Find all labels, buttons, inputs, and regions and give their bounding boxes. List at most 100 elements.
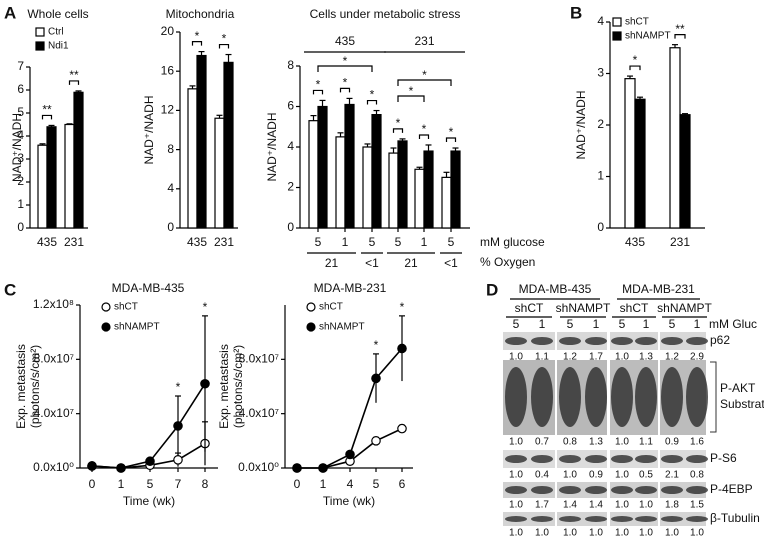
- point: [345, 449, 355, 460]
- quantification: 1.0: [615, 500, 629, 511]
- bar: [317, 105, 328, 229]
- band: [505, 455, 527, 463]
- group-label: 435: [335, 34, 355, 48]
- y-tick-label: 2: [17, 174, 24, 188]
- bar: [214, 117, 225, 229]
- quantification: 1.0: [509, 437, 523, 448]
- x-tick-label: 0: [89, 477, 96, 491]
- y-tick-label: 6: [17, 82, 24, 96]
- significance-label: *: [176, 380, 181, 394]
- lane-label: 1: [539, 317, 546, 331]
- y-tick-label: 3: [597, 66, 604, 80]
- legend-label: shCT: [625, 17, 649, 28]
- legend-swatch: [35, 27, 45, 37]
- group-label: 231: [414, 34, 434, 48]
- quantification: 1.0: [535, 528, 549, 539]
- bar: [423, 150, 434, 229]
- band: [585, 516, 607, 522]
- significance-bracket: [629, 65, 641, 71]
- point: [87, 461, 97, 471]
- x-tick-label: 0: [294, 477, 301, 491]
- bar: [308, 120, 319, 229]
- lane-label: 5: [513, 317, 520, 331]
- y-tick-label: 1: [17, 197, 24, 211]
- significance-label: *: [370, 88, 375, 102]
- y-tick-label: 1.2x10⁸: [33, 297, 74, 311]
- quantification: 1.3: [589, 437, 603, 448]
- band: [559, 455, 581, 463]
- chart-title: Cells under metabolic stress: [310, 7, 461, 21]
- x-tick-label: <1: [444, 256, 458, 270]
- x-tick-label: 4: [347, 477, 354, 491]
- legend-label: shNAMPT: [114, 322, 160, 333]
- significance-bracket: [68, 80, 80, 85]
- x-tick-label: <1: [365, 256, 379, 270]
- panel-label: A: [4, 3, 16, 22]
- comparison-label: *: [343, 54, 348, 68]
- y-tick-label: 8.0x10⁷: [34, 352, 74, 366]
- y-tick-label: 4.0x10⁷: [34, 406, 74, 420]
- axis-row-label: mM glucose: [480, 235, 545, 249]
- point: [397, 343, 407, 354]
- panel-label: B: [570, 3, 582, 22]
- y-tick-label: 0: [287, 220, 294, 234]
- significance-bracket: [366, 99, 378, 105]
- band: [531, 486, 553, 494]
- bar: [634, 98, 646, 229]
- legend-swatch: [35, 41, 45, 51]
- quantification: 1.6: [690, 437, 704, 448]
- x-tick-label: 1: [421, 235, 428, 249]
- band: [686, 516, 708, 522]
- point: [292, 463, 302, 473]
- point: [371, 373, 381, 384]
- lane-label: 5: [669, 317, 676, 331]
- quantification: 0.8: [563, 437, 577, 448]
- lane-label: 5: [619, 317, 626, 331]
- quantification: 0.9: [589, 470, 603, 481]
- bar: [397, 140, 408, 229]
- x-tick-label: 5: [448, 235, 455, 249]
- quantification: 1.3: [639, 352, 653, 363]
- legend-label: Ndi1: [48, 41, 69, 52]
- point: [371, 436, 381, 446]
- y-tick-label: 0: [597, 220, 604, 234]
- quantification: 0.9: [665, 437, 679, 448]
- legend-label: shCT: [319, 302, 343, 313]
- band: [505, 516, 527, 522]
- bar: [388, 152, 399, 229]
- quantification: 1.2: [563, 352, 577, 363]
- significance-bracket: [41, 114, 53, 120]
- x-tick-label: 435: [37, 235, 57, 249]
- band: [635, 516, 657, 522]
- comparison-label: *: [409, 84, 414, 98]
- band: [531, 455, 553, 463]
- quantification: 0.7: [535, 437, 549, 448]
- band: [611, 337, 633, 345]
- significance-bracket: [191, 41, 203, 46]
- lane-label: 1: [694, 317, 701, 331]
- point: [173, 421, 183, 431]
- band: [661, 455, 683, 463]
- legend-marker: [101, 302, 111, 312]
- y-tick-label: 0: [167, 220, 174, 234]
- legend-label: shCT: [114, 302, 138, 313]
- quantification: 1.0: [665, 528, 679, 539]
- legend-label: shNAMPT: [319, 322, 365, 333]
- legend-marker: [306, 302, 316, 312]
- quantification: 1.0: [563, 528, 577, 539]
- band: [585, 367, 607, 427]
- significance-bracket: [339, 87, 351, 93]
- quantification: 1.0: [615, 352, 629, 363]
- band: [531, 337, 553, 345]
- quantification: 1.8: [665, 500, 679, 511]
- band: [559, 367, 581, 427]
- significance-label: *: [396, 116, 401, 130]
- row-label: P-4EBP: [710, 482, 753, 496]
- x-tick-label: 5: [369, 235, 376, 249]
- y-tick-label: 4.0x10⁷: [239, 406, 279, 420]
- quantification: 1.0: [589, 528, 603, 539]
- bar: [64, 123, 75, 229]
- y-axis-label: (photons/s/cm²): [231, 345, 245, 428]
- lane-label: 1: [593, 317, 600, 331]
- quantification: 1.1: [639, 437, 653, 448]
